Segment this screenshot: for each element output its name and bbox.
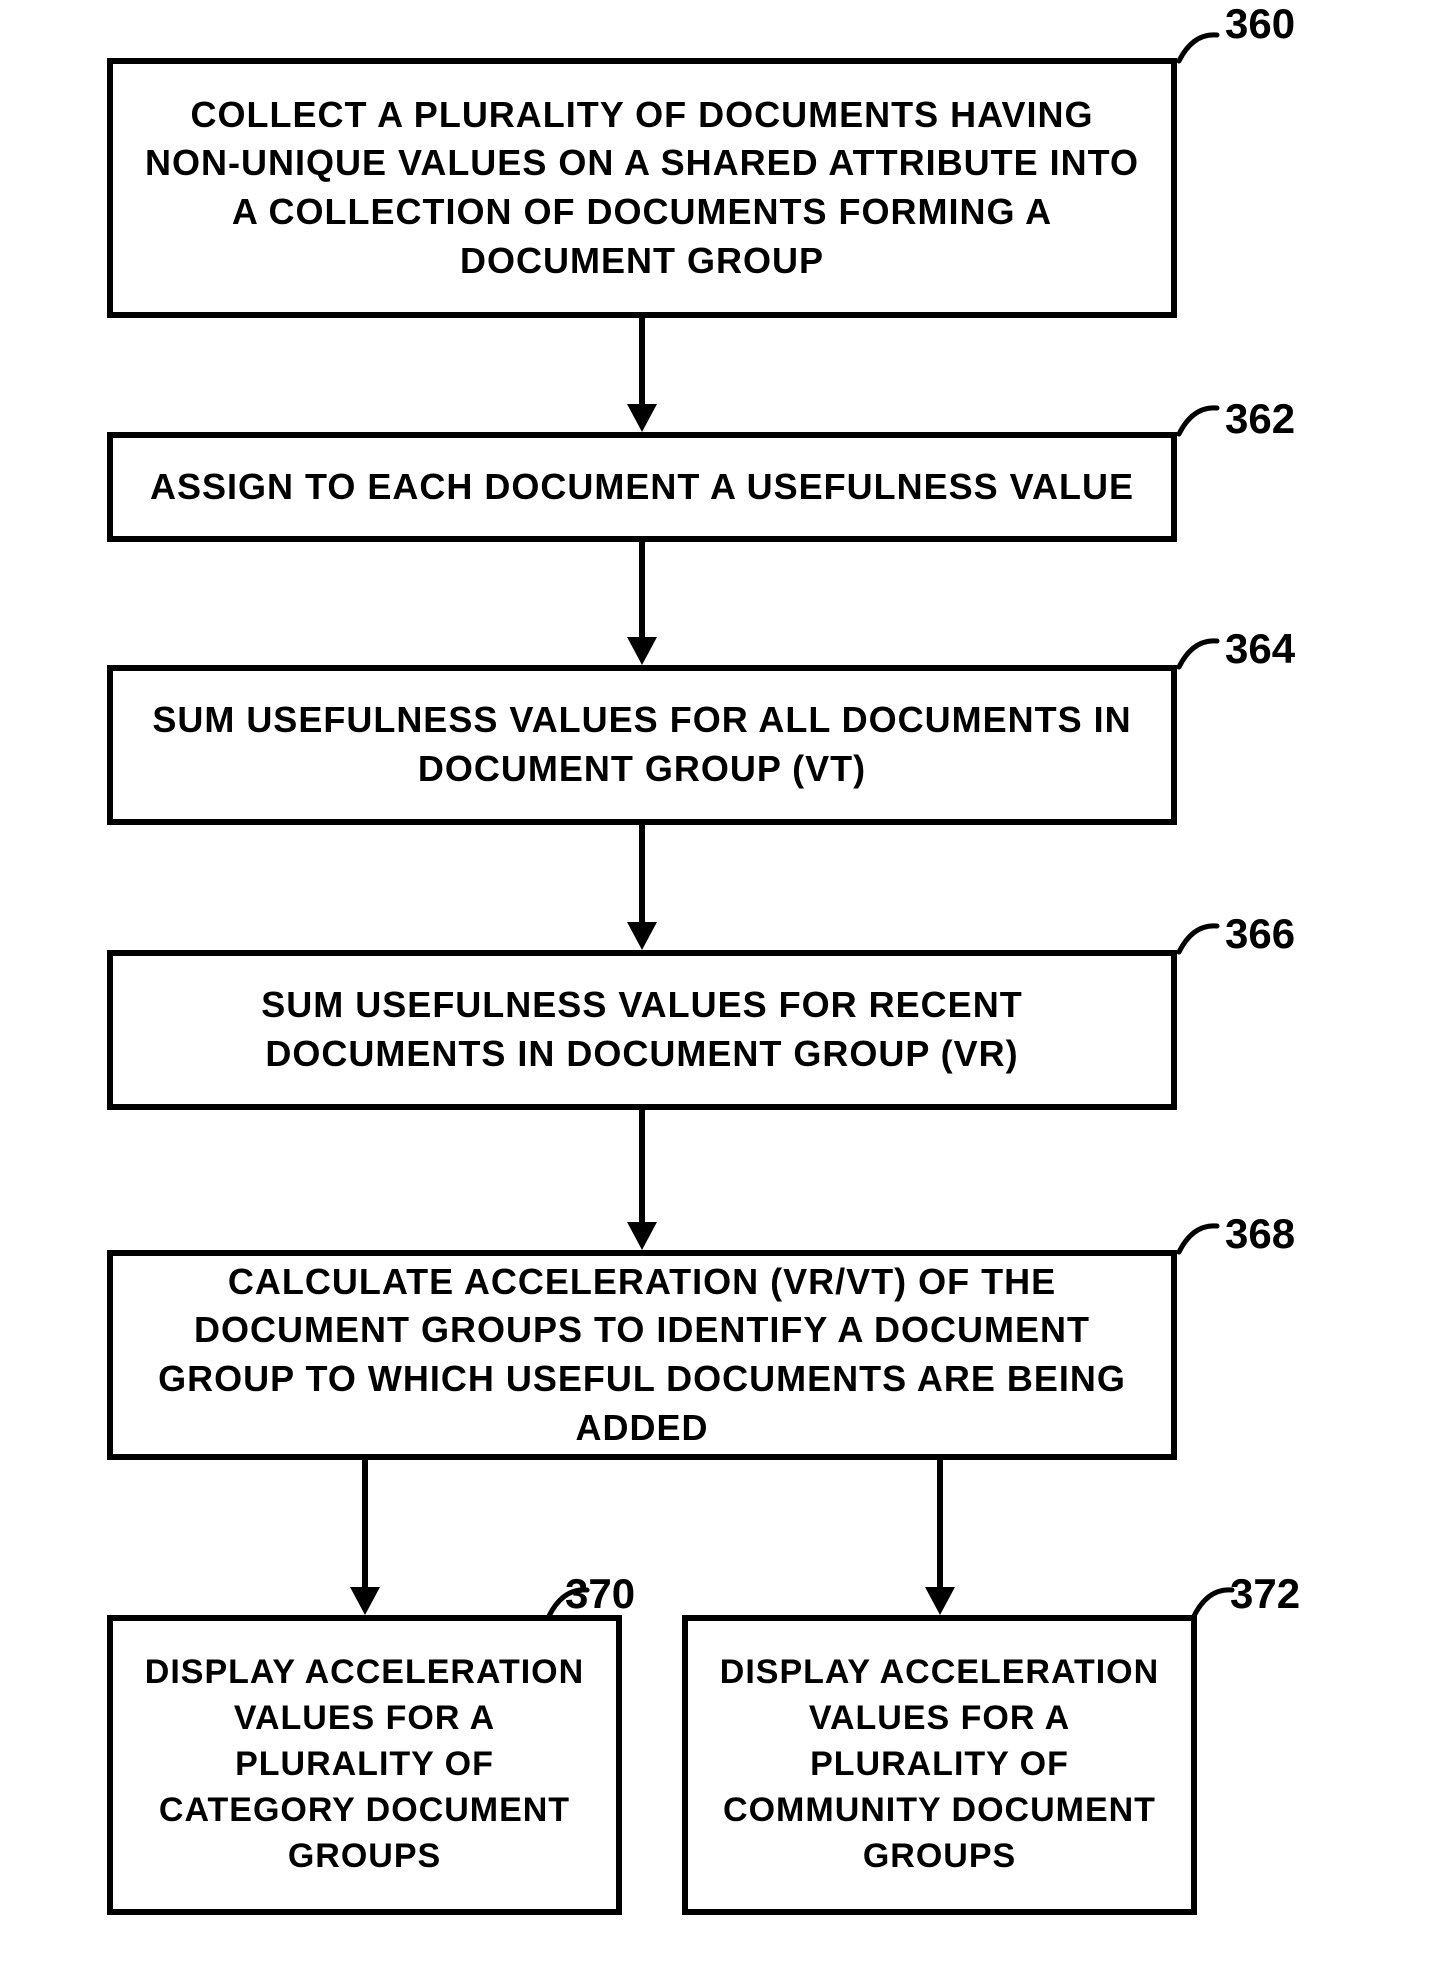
flow-edge xyxy=(627,825,657,950)
flow-node-label: SUM USEFULNESS VALUES FOR RECENT DOCUMEN… xyxy=(143,981,1141,1078)
ref-leader-hook xyxy=(1179,641,1217,667)
flow-node-370: DISPLAY ACCELERATION VALUES FOR A PLURAL… xyxy=(107,1615,622,1915)
flow-node-label: COLLECT A PLURALITY OF DOCUMENTS HAVING … xyxy=(143,91,1141,285)
flow-node-364: SUM USEFULNESS VALUES FOR ALL DOCUMENTS … xyxy=(107,665,1177,825)
flow-node-366: SUM USEFULNESS VALUES FOR RECENT DOCUMEN… xyxy=(107,950,1177,1110)
ref-leader-hook xyxy=(1179,408,1217,434)
ref-leader-hook xyxy=(1179,926,1217,952)
flow-node-368: CALCULATE ACCELERATION (VR/VT) OF THE DO… xyxy=(107,1250,1177,1460)
ref-leader-hook xyxy=(1179,35,1217,61)
flow-edge xyxy=(627,1110,657,1250)
flow-node-label: CALCULATE ACCELERATION (VR/VT) OF THE DO… xyxy=(143,1258,1141,1452)
ref-label-368: 368 xyxy=(1225,1210,1295,1258)
flow-node-label: SUM USEFULNESS VALUES FOR ALL DOCUMENTS … xyxy=(143,696,1141,793)
ref-label-370: 370 xyxy=(565,1570,635,1618)
flow-node-label: ASSIGN TO EACH DOCUMENT A USEFULNESS VAL… xyxy=(150,463,1134,512)
ref-leader-hook xyxy=(1179,1226,1217,1252)
flow-edge xyxy=(627,542,657,665)
flow-node-label: DISPLAY ACCELERATION VALUES FOR A PLURAL… xyxy=(143,1650,586,1879)
flow-node-360: COLLECT A PLURALITY OF DOCUMENTS HAVING … xyxy=(107,58,1177,318)
flow-node-372: DISPLAY ACCELERATION VALUES FOR A PLURAL… xyxy=(682,1615,1197,1915)
ref-label-366: 366 xyxy=(1225,910,1295,958)
flow-edge xyxy=(627,318,657,432)
ref-label-372: 372 xyxy=(1230,1570,1300,1618)
ref-leader-hook xyxy=(1194,1590,1232,1616)
flow-edge xyxy=(925,1460,955,1615)
ref-label-360: 360 xyxy=(1225,0,1295,48)
flowchart-canvas: COLLECT A PLURALITY OF DOCUMENTS HAVING … xyxy=(0,0,1453,1962)
flow-node-362: ASSIGN TO EACH DOCUMENT A USEFULNESS VAL… xyxy=(107,432,1177,542)
flow-node-label: DISPLAY ACCELERATION VALUES FOR A PLURAL… xyxy=(718,1650,1161,1879)
ref-label-362: 362 xyxy=(1225,395,1295,443)
flow-edge xyxy=(350,1460,380,1615)
ref-label-364: 364 xyxy=(1225,625,1295,673)
